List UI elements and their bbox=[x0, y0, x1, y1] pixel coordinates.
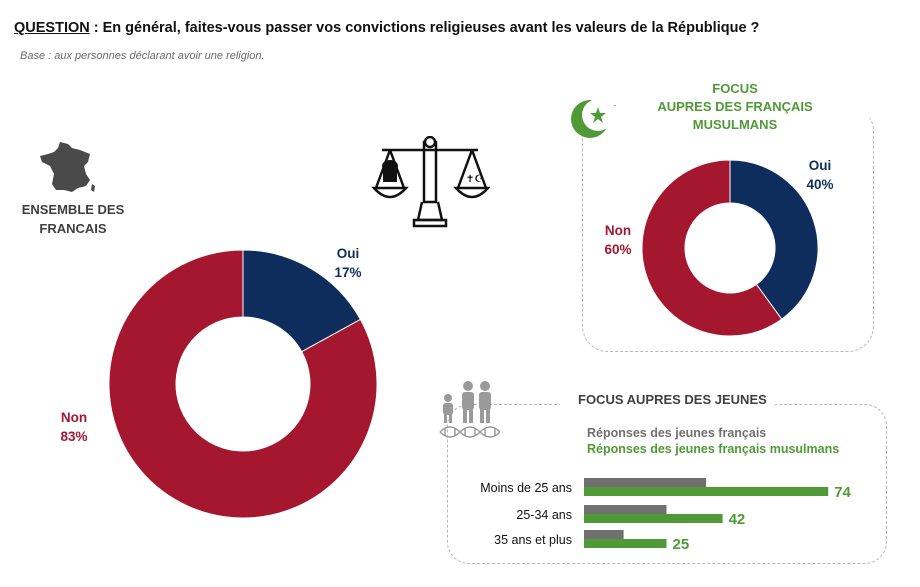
musulmans-non-label: Non 60% bbox=[593, 221, 643, 259]
musulmans-slice-oui bbox=[729, 159, 819, 320]
focus-musulmans-title-line2: AUPRES DES FRANÇAIS bbox=[657, 99, 813, 114]
bar-category-label: Moins de 25 ans bbox=[480, 481, 572, 495]
ensemble-oui-value: 17% bbox=[334, 265, 362, 280]
ensemble-oui-category: Oui bbox=[336, 246, 360, 261]
legend-jeunes-musulmans: Réponses des jeunes français musulmans bbox=[587, 442, 840, 456]
focus-musulmans-title: FOCUS AUPRES DES FRANÇAIS MUSULMANS bbox=[630, 80, 840, 134]
base-note: Base : aux personnes déclarant avoir une… bbox=[20, 50, 265, 62]
frame-gap bbox=[616, 98, 870, 118]
musulmans-oui-label: Oui 40% bbox=[795, 156, 845, 194]
frame-gap bbox=[560, 395, 775, 415]
bar-jeunes-francais bbox=[584, 530, 624, 539]
bar-category-label: 25-34 ans bbox=[516, 508, 572, 522]
france-map-icon bbox=[40, 142, 95, 192]
dna-icon bbox=[439, 426, 500, 438]
legend-jeunes-francais: Réponses des jeunes français bbox=[587, 426, 767, 440]
bar-jeunes-francais bbox=[584, 478, 707, 487]
ensemble-title: ENSEMBLE DES FRANCAIS bbox=[14, 200, 132, 238]
value-jeunes-musulmans: 42 bbox=[729, 511, 746, 528]
bar-jeunes-musulmans bbox=[584, 539, 667, 548]
ensemble-title-line2: FRANCAIS bbox=[39, 221, 107, 236]
focus-musulmans-title-line1: FOCUS bbox=[712, 81, 758, 96]
value-jeunes-musulmans: 74 bbox=[834, 484, 851, 501]
musulmans-non-category: Non bbox=[604, 223, 632, 238]
family-icon bbox=[439, 381, 500, 438]
bar-jeunes-francais bbox=[584, 505, 667, 514]
question: QUESTION : En général, faites-vous passe… bbox=[14, 20, 759, 36]
bar-jeunes-musulmans bbox=[584, 487, 829, 496]
ensemble-non-label: Non 83% bbox=[44, 408, 104, 446]
focus-jeunes-title: FOCUS AUPRES DES JEUNES bbox=[578, 392, 767, 407]
svg-text:✝☪: ✝☪ bbox=[466, 174, 483, 185]
bar-jeunes-musulmans bbox=[584, 514, 723, 523]
question-label: QUESTION bbox=[14, 20, 90, 36]
ensemble-non-category: Non bbox=[60, 410, 88, 425]
musulmans-oui-value: 40% bbox=[806, 177, 834, 192]
musulmans-non-value: 60% bbox=[604, 242, 632, 257]
balance-scale-icon: ✝☪ bbox=[371, 136, 490, 228]
donut-ensemble bbox=[108, 250, 378, 519]
donut-musulmans bbox=[641, 159, 819, 337]
bar-category-label: 35 ans et plus bbox=[494, 533, 572, 547]
musulmans-oui-category: Oui bbox=[808, 158, 832, 173]
focus-musulmans-title-line3: MUSULMANS bbox=[692, 117, 778, 132]
ensemble-oui-label: Oui 17% bbox=[318, 244, 378, 282]
ensemble-title-line1: ENSEMBLE DES bbox=[21, 202, 125, 217]
ensemble-slice-non bbox=[108, 250, 378, 519]
ensemble-non-value: 83% bbox=[60, 429, 88, 444]
question-text: : En général, faites-vous passer vos con… bbox=[89, 20, 760, 36]
value-jeunes-musulmans: 25 bbox=[673, 536, 690, 553]
crescent-star-icon bbox=[571, 99, 614, 138]
musulmans-slice-non bbox=[641, 159, 783, 337]
